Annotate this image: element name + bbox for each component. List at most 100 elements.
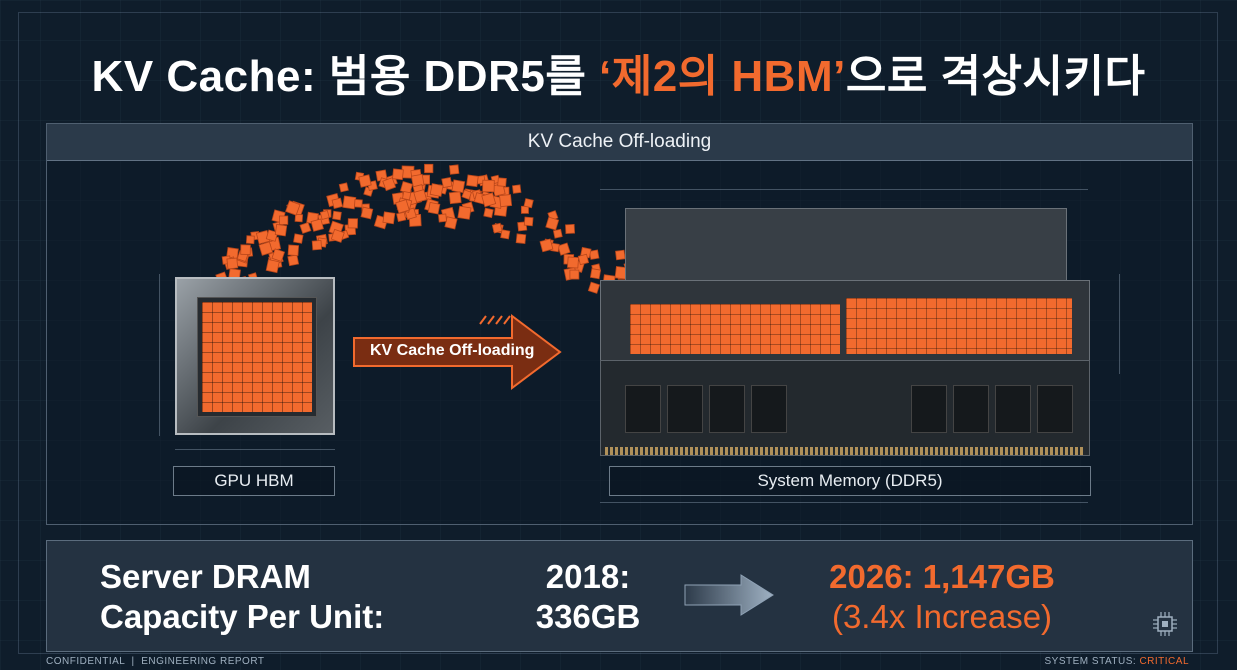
- kv-block: [500, 229, 511, 240]
- ddr5-pcb: [600, 360, 1090, 456]
- kv-block: [437, 213, 448, 223]
- stat-label-line1: Server DRAM: [100, 558, 311, 595]
- kv-block: [427, 201, 441, 215]
- kv-block: [461, 189, 472, 200]
- kv-block: [311, 240, 323, 251]
- offload-arrow: KV Cache Off-loading: [352, 314, 564, 390]
- footer-status-label: SYSTEM STATUS:: [1044, 656, 1137, 667]
- kv-block: [466, 174, 479, 188]
- kv-block: [245, 235, 255, 245]
- kv-block: [497, 177, 507, 187]
- footer-report: ENGINEERING REPORT: [141, 656, 265, 667]
- kv-block: [392, 168, 404, 181]
- kv-block: [539, 238, 554, 253]
- title-suffix: 으로 격상시키다: [845, 52, 1146, 101]
- kv-block: [278, 215, 289, 225]
- kv-block: [240, 244, 251, 255]
- ddr5-cache-fill-left: [630, 304, 840, 354]
- offloading-panel: KV Cache Off-loading KV Cache Off-loadin…: [46, 123, 1193, 525]
- kv-block: [481, 192, 497, 208]
- kv-block: [382, 211, 396, 225]
- footer-left: CONFIDENTIAL | ENGINEERING REPORT: [46, 656, 264, 667]
- kv-block: [330, 228, 345, 243]
- kv-block: [293, 233, 304, 244]
- kv-block: [395, 199, 410, 214]
- kv-block: [515, 233, 527, 244]
- kv-block: [424, 163, 434, 174]
- memory-chip: [911, 385, 947, 433]
- arrow-label: KV Cache Off-loading: [370, 342, 535, 359]
- kv-block: [413, 189, 428, 203]
- footer-right: SYSTEM STATUS: CRITICAL: [1045, 656, 1189, 667]
- kv-block: [615, 249, 626, 261]
- kv-block: [451, 179, 466, 194]
- kv-block: [588, 249, 600, 260]
- outer-frame: [18, 12, 1218, 654]
- gold-contacts: [605, 447, 1085, 455]
- dimension-line: [1119, 274, 1120, 374]
- kv-block: [319, 210, 330, 220]
- kv-cache-blocks-stream: [215, 163, 639, 324]
- memory-chip: [1037, 385, 1073, 433]
- kv-block: [577, 253, 590, 266]
- kv-block: [587, 281, 601, 294]
- ddr5-heatspreader: [625, 208, 1067, 282]
- memory-chip: [995, 385, 1031, 433]
- arrow-right-icon: [353, 314, 562, 390]
- capacity-stats-panel: Server DRAM Capacity Per Unit: 2018: 336…: [46, 540, 1193, 652]
- kv-block: [287, 254, 300, 267]
- title-accent: ‘제2의 HBM’: [599, 52, 846, 101]
- dimension-line: [600, 502, 1088, 503]
- stat-2026-increase: (3.4x Increase): [831, 598, 1053, 635]
- stat-2018: 2018: 336GB: [523, 557, 653, 637]
- gpu-die: [197, 297, 317, 417]
- kv-block: [360, 206, 374, 220]
- stat-2018-year: 2018:: [545, 558, 631, 595]
- stat-label: Server DRAM Capacity Per Unit:: [100, 557, 384, 637]
- kv-block: [449, 164, 460, 175]
- dimension-line: [159, 274, 160, 436]
- kv-block: [482, 179, 495, 193]
- kv-block: [512, 184, 522, 194]
- dimension-line: [175, 449, 335, 450]
- kv-block: [274, 223, 288, 237]
- kv-block: [358, 174, 372, 188]
- kv-block: [265, 229, 279, 242]
- kv-block: [310, 218, 324, 232]
- ddr5-cache-fill-right: [846, 298, 1072, 354]
- kv-block: [396, 211, 407, 223]
- memory-chip: [667, 385, 703, 433]
- kv-block: [444, 216, 458, 230]
- kv-block: [491, 222, 503, 234]
- hbm-cells: [202, 302, 312, 412]
- kv-block: [342, 195, 357, 210]
- memory-chip: [751, 385, 787, 433]
- kv-block: [285, 200, 301, 216]
- dimension-line: [600, 189, 1088, 190]
- stat-2018-value: 336GB: [535, 598, 641, 635]
- kv-block: [331, 197, 343, 209]
- panel-header: KV Cache Off-loading: [47, 124, 1192, 161]
- footer-status-value: CRITICAL: [1139, 656, 1189, 667]
- memory-chip: [709, 385, 745, 433]
- kv-block: [338, 182, 349, 193]
- kv-block: [523, 198, 534, 209]
- cpu-chip-icon: [1153, 612, 1177, 636]
- stat-2026-value: 2026: 1,147GB: [829, 558, 1055, 595]
- memory-chip: [953, 385, 989, 433]
- kv-block: [457, 205, 472, 220]
- page-title: KV Cache: 범용 DDR5를 ‘제2의 HBM’으로 격상시키다: [0, 40, 1237, 104]
- gpu-chip: [175, 277, 335, 435]
- kv-block: [557, 242, 571, 256]
- stat-2026: 2026: 1,147GB (3.4x Increase): [807, 557, 1077, 637]
- kv-block: [567, 256, 579, 269]
- kv-block: [569, 269, 580, 280]
- kv-block: [483, 207, 494, 219]
- kv-block: [382, 177, 397, 192]
- kv-block: [258, 241, 274, 256]
- kv-block: [294, 213, 304, 223]
- kv-block: [552, 228, 563, 239]
- footer-confidential: CONFIDENTIAL: [46, 656, 125, 667]
- kv-block: [354, 199, 363, 208]
- title-prefix: KV Cache: 범용 DDR5를: [91, 52, 600, 101]
